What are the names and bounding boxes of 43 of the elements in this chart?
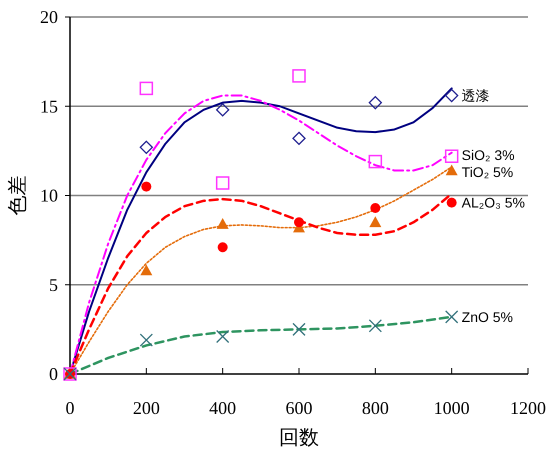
point [368,154,382,168]
point [368,96,382,110]
series-label: SiO₂ 3% [462,146,515,163]
point [369,216,382,228]
y-tick-label: 15 [40,96,58,116]
x-tick-label: 400 [209,398,236,418]
point [446,164,458,176]
x-tick-label: 800 [362,398,389,418]
point [216,218,229,229]
point [140,264,152,276]
point [216,103,230,116]
point [445,310,458,324]
y-tick-label: 20 [40,7,58,27]
point [294,217,304,228]
point [140,333,153,347]
point [140,82,154,96]
series-label: 透漆 [462,88,490,104]
point [292,322,306,336]
series-label: TiO₂ 5% [462,164,514,180]
point [445,88,458,102]
point [370,202,380,213]
point [446,198,457,208]
point [444,149,458,163]
y-tick-label: 10 [40,186,58,206]
y-tick-label: 5 [49,274,58,295]
point [141,182,152,192]
point [216,330,230,344]
x-tick-label: 600 [286,398,312,418]
y-tick-label: 0 [49,364,58,384]
series-label: AL₂O₃ 5% [462,194,525,211]
x-tick-label: 1200 [510,398,546,418]
x-tick-label: 200 [132,398,160,418]
x-tick-label: 0 [66,398,74,418]
x-axis-title: 回数 [279,427,319,449]
point [216,176,230,190]
point [140,140,153,154]
y-axis-title: 色差 [7,176,29,216]
point [368,319,382,332]
series-label: ZnO 5% [462,308,514,325]
point [218,242,228,252]
x-tick-label: 1000 [434,398,470,418]
point [292,132,306,146]
point [292,69,306,83]
